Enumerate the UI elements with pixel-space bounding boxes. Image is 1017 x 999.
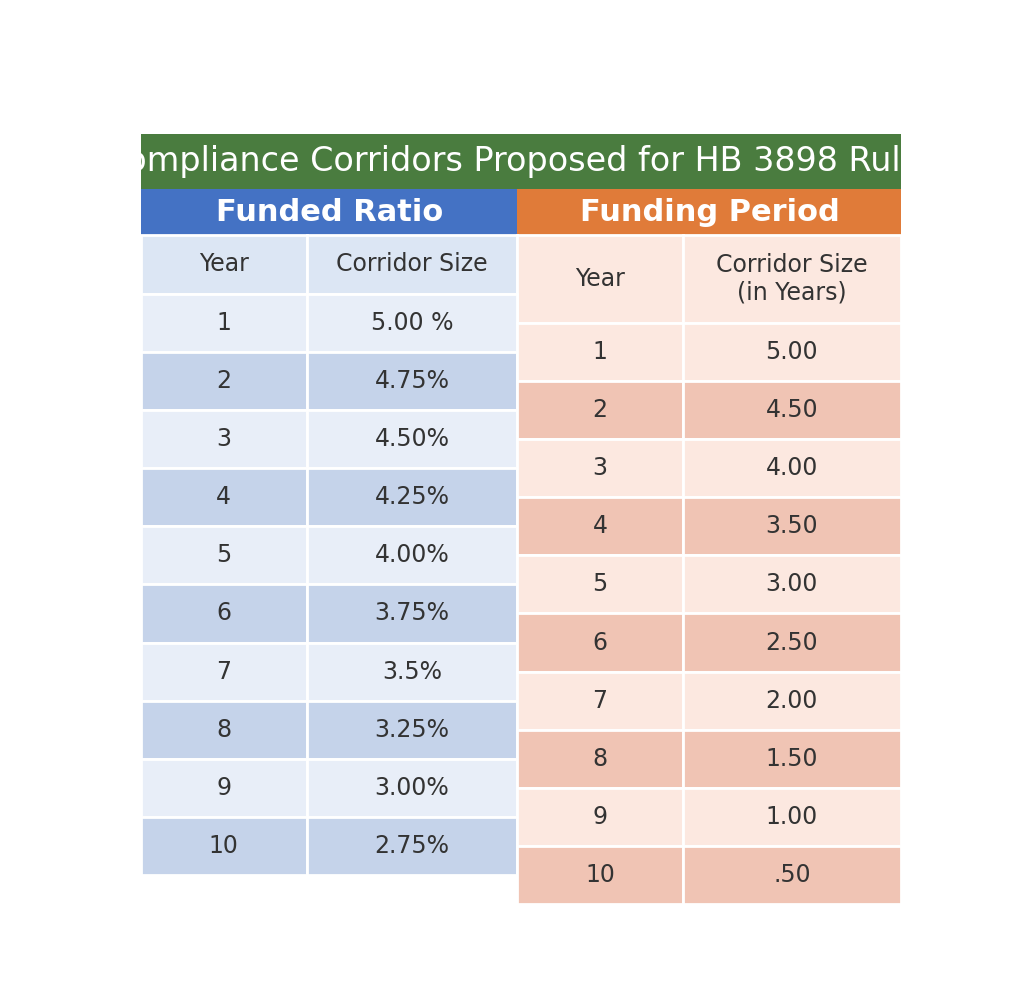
Text: 2.00: 2.00 — [766, 688, 818, 712]
Text: 4.00%: 4.00% — [374, 543, 450, 567]
Text: 4.75%: 4.75% — [374, 369, 450, 393]
Bar — [518, 439, 682, 498]
Bar — [141, 189, 518, 236]
Text: 1: 1 — [217, 311, 231, 335]
Bar — [307, 584, 518, 642]
Bar — [682, 323, 901, 381]
Bar — [518, 846, 682, 904]
Text: 2: 2 — [593, 398, 607, 422]
Bar — [141, 294, 307, 352]
Text: 2.75%: 2.75% — [374, 834, 450, 858]
Text: 7: 7 — [217, 659, 232, 683]
Bar — [307, 352, 518, 410]
Text: Year: Year — [575, 267, 624, 291]
Bar — [307, 236, 518, 294]
Text: 9: 9 — [593, 805, 607, 829]
Text: Corridor Size: Corridor Size — [337, 253, 488, 277]
Text: 3.75%: 3.75% — [374, 601, 450, 625]
Text: 3.00: 3.00 — [766, 572, 818, 596]
Text: 4: 4 — [217, 486, 232, 509]
Text: 10: 10 — [585, 863, 615, 887]
Bar — [141, 759, 307, 817]
Bar — [518, 323, 682, 381]
Bar — [682, 439, 901, 498]
Bar — [682, 846, 901, 904]
Bar — [682, 788, 901, 846]
Bar — [518, 671, 682, 730]
Text: Year: Year — [199, 253, 249, 277]
Bar — [307, 642, 518, 700]
Bar — [307, 469, 518, 526]
Bar — [141, 134, 901, 189]
Bar — [141, 352, 307, 410]
Text: 9: 9 — [217, 776, 232, 800]
Text: 2.50: 2.50 — [766, 630, 819, 654]
Text: .50: .50 — [773, 863, 811, 887]
Bar — [518, 788, 682, 846]
Bar — [141, 410, 307, 469]
Text: 10: 10 — [208, 834, 239, 858]
Text: 5.00: 5.00 — [766, 340, 819, 364]
Bar — [682, 555, 901, 613]
Text: 2: 2 — [217, 369, 232, 393]
Text: 3: 3 — [217, 427, 232, 451]
Bar — [518, 613, 682, 671]
Bar — [682, 671, 901, 730]
Bar — [682, 613, 901, 671]
Bar — [518, 189, 901, 236]
Text: 8: 8 — [217, 718, 232, 742]
Bar — [518, 555, 682, 613]
Text: 3.25%: 3.25% — [374, 718, 450, 742]
Text: 4.00: 4.00 — [766, 457, 818, 481]
Bar — [141, 526, 307, 584]
Bar — [141, 584, 307, 642]
Bar — [141, 469, 307, 526]
Text: 7: 7 — [593, 688, 607, 712]
Text: 8: 8 — [592, 747, 607, 771]
Text: Corridor Size
(in Years): Corridor Size (in Years) — [716, 253, 868, 305]
Text: 4.50: 4.50 — [766, 398, 819, 422]
Text: 5.00 %: 5.00 % — [371, 311, 454, 335]
Bar — [682, 381, 901, 439]
Text: 5: 5 — [592, 572, 607, 596]
Text: 3.50: 3.50 — [766, 514, 819, 538]
Bar — [141, 642, 307, 700]
Text: 1: 1 — [593, 340, 607, 364]
Bar — [518, 498, 682, 555]
Bar — [307, 700, 518, 759]
Text: 1.00: 1.00 — [766, 805, 818, 829]
Text: 6: 6 — [217, 601, 232, 625]
Text: 6: 6 — [593, 630, 607, 654]
Text: 1.50: 1.50 — [766, 747, 819, 771]
Text: Funding Period: Funding Period — [580, 198, 839, 227]
Bar — [682, 498, 901, 555]
Text: 4: 4 — [593, 514, 607, 538]
Bar — [307, 526, 518, 584]
Text: 3: 3 — [593, 457, 607, 481]
Bar — [307, 759, 518, 817]
Text: 3.5%: 3.5% — [382, 659, 442, 683]
Bar — [141, 700, 307, 759]
Bar — [518, 236, 682, 323]
Bar — [307, 410, 518, 469]
Bar — [141, 817, 307, 875]
Bar — [518, 381, 682, 439]
Bar — [141, 236, 307, 294]
Bar — [682, 730, 901, 788]
Text: 4.50%: 4.50% — [374, 427, 450, 451]
Text: Compliance Corridors Proposed for HB 3898 Rules: Compliance Corridors Proposed for HB 389… — [104, 145, 939, 178]
Bar — [307, 817, 518, 875]
Text: Funded Ratio: Funded Ratio — [216, 198, 442, 227]
Bar — [682, 236, 901, 323]
Bar — [307, 294, 518, 352]
Text: 4.25%: 4.25% — [374, 486, 450, 509]
Text: 3.00%: 3.00% — [374, 776, 450, 800]
Bar — [518, 730, 682, 788]
Text: 5: 5 — [217, 543, 232, 567]
